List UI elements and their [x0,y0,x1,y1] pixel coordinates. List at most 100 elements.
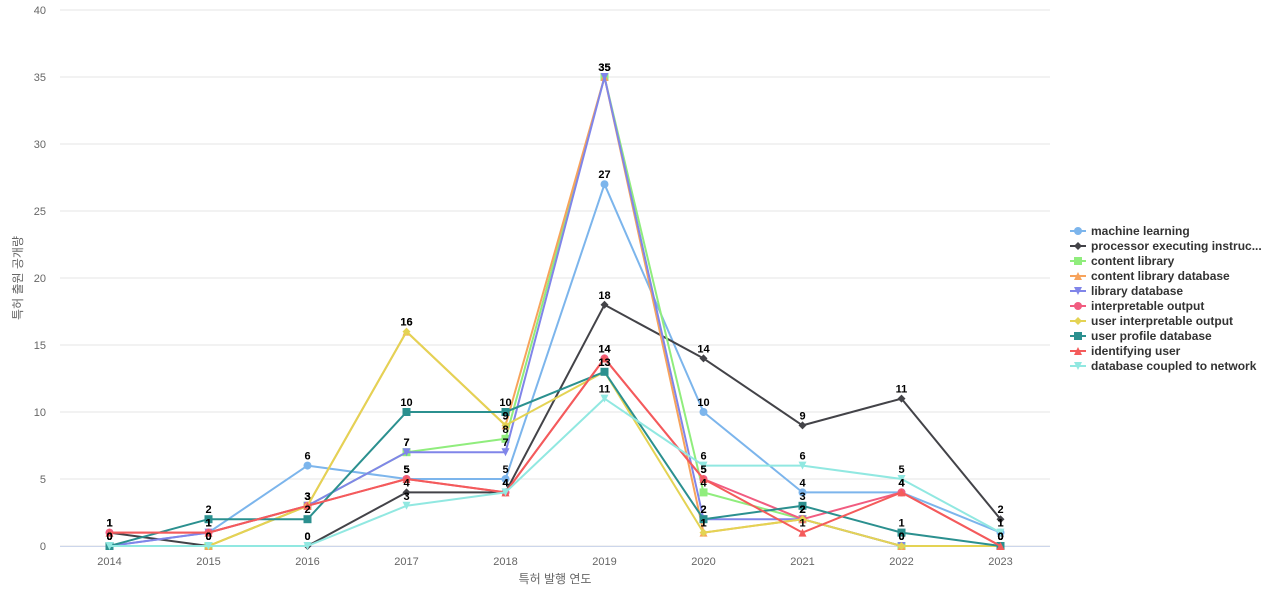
data-label-content-library: 0 [205,531,211,543]
y-tick-label: 5 [40,474,46,486]
data-point-library-database[interactable] [501,448,510,457]
data-label-library-database: 7 [502,437,508,449]
data-point-processor-executing-instructions[interactable] [600,300,609,309]
x-tick-label: 2016 [295,556,319,568]
data-point-user-interpretable-output[interactable] [501,421,510,430]
legend-swatch-marker[interactable] [1074,317,1082,325]
data-point-content-library[interactable] [501,434,510,443]
data-point-user-profile-database[interactable] [303,515,312,524]
data-point-database-coupled-to-network[interactable] [402,501,411,510]
data-label-user-interpretable-output: 9 [502,410,508,422]
legend-swatch-marker[interactable] [1074,287,1082,295]
legend-label: machine learning [1091,224,1190,238]
data-label-database-coupled-to-network: 6 [700,451,706,463]
x-tick-label: 2020 [691,556,715,568]
series-line-identifying-user[interactable] [108,357,1002,547]
data-label-identifying-user: 1 [205,518,211,530]
data-label-machine-learning: 6 [304,451,310,463]
data-label-content-library-database: 0 [205,531,211,543]
data-point-machine-learning[interactable] [303,461,312,470]
series-line-interpretable-output[interactable] [108,357,1002,547]
data-point-user-profile-database[interactable] [402,408,411,416]
data-point-machine-learning[interactable] [501,475,510,483]
data-point-identifying-user[interactable] [402,475,411,483]
data-label-content-library: 7 [403,437,409,449]
data-point-identifying-user[interactable] [798,528,807,537]
data-point-content-library[interactable] [699,488,708,497]
y-tick-label: 30 [34,139,46,151]
data-point-user-interpretable-output[interactable] [699,528,708,537]
data-point-processor-executing-instructions[interactable] [996,515,1005,524]
data-point-database-coupled-to-network[interactable] [600,394,609,403]
data-point-user-profile-database[interactable] [897,528,906,537]
data-point-identifying-user[interactable] [996,542,1005,550]
data-point-library-database[interactable] [600,73,609,81]
series-line-content-library-database[interactable] [108,76,1002,547]
data-point-database-coupled-to-network[interactable] [699,461,708,470]
data-point-identifying-user[interactable] [303,501,312,510]
legend-swatch-marker[interactable] [1074,362,1082,370]
data-point-processor-executing-instructions[interactable] [402,488,411,497]
series-line-machine-learning[interactable] [108,183,1002,547]
data-point-identifying-user[interactable] [600,354,609,363]
data-point-database-coupled-to-network[interactable] [204,542,213,550]
data-label-processor-executing-instructions: 14 [697,343,710,355]
data-point-database-coupled-to-network[interactable] [303,542,312,550]
data-label-interpretable-output: 1 [106,518,112,530]
legend-swatch-marker[interactable] [1074,272,1082,280]
legend-item-user-profile-database[interactable]: user profile database [1070,329,1212,343]
data-label-interpretable-output: 2 [799,504,805,516]
data-point-database-coupled-to-network[interactable] [996,528,1005,537]
legend-item-user-interpretable-output[interactable]: user interpretable output [1070,314,1233,328]
x-tick-label: 2014 [97,556,121,568]
data-point-identifying-user[interactable] [897,488,906,497]
data-point-user-profile-database[interactable] [501,408,510,416]
data-point-database-coupled-to-network[interactable] [897,475,906,483]
legend-swatch-marker[interactable] [1074,242,1082,250]
data-point-database-coupled-to-network[interactable] [501,488,510,497]
data-label-identifying-user: 5 [700,464,706,476]
series-line-user-interpretable-output[interactable] [108,330,1002,547]
data-point-user-interpretable-output[interactable] [897,542,906,550]
legend-swatch-marker[interactable] [1074,257,1082,265]
legend-item-processor-executing-instructions[interactable]: processor executing instruc... [1070,239,1262,253]
data-point-identifying-user[interactable] [699,475,708,483]
legend-swatch-marker[interactable] [1074,227,1082,235]
series-line-content-library[interactable] [108,76,1002,547]
data-point-machine-learning[interactable] [600,180,609,189]
data-point-machine-learning[interactable] [798,488,807,497]
legend-item-identifying-user[interactable]: identifying user [1070,344,1181,358]
series-line-library-database[interactable] [108,76,1002,547]
data-point-user-profile-database[interactable] [204,515,213,524]
data-point-database-coupled-to-network[interactable] [798,461,807,470]
data-point-user-interpretable-output[interactable] [798,515,807,524]
legend-item-content-library-database[interactable]: content library database [1070,269,1230,283]
x-tick-label: 2018 [493,556,517,568]
data-point-machine-learning[interactable] [699,408,708,416]
data-point-database-coupled-to-network[interactable] [105,542,114,550]
legend-item-machine-learning[interactable]: machine learning [1070,224,1190,238]
data-point-library-database[interactable] [402,448,411,457]
data-point-user-profile-database[interactable] [798,501,807,510]
data-point-user-profile-database[interactable] [699,515,708,524]
legend-item-interpretable-output[interactable]: interpretable output [1070,299,1204,313]
data-label-content-library: 4 [700,477,707,489]
series-line-database-coupled-to-network[interactable] [108,397,1002,547]
gridlines [60,9,1050,547]
legend-swatch-marker[interactable] [1074,332,1082,340]
data-point-processor-executing-instructions[interactable] [798,421,807,430]
legend-item-database-coupled-to-network[interactable]: database coupled to network [1070,359,1257,373]
legend-item-content-library[interactable]: content library [1070,254,1175,268]
data-point-user-interpretable-output[interactable] [402,327,411,336]
data-point-processor-executing-instructions[interactable] [699,354,708,363]
legend-swatch-marker[interactable] [1074,347,1082,355]
legend-swatch-marker[interactable] [1074,302,1082,310]
x-axis-title: 특허 발행 연도 [519,571,592,586]
data-point-identifying-user[interactable] [204,528,213,537]
data-point-processor-executing-instructions[interactable] [897,394,906,403]
data-point-identifying-user[interactable] [105,528,114,537]
legend-item-library-database[interactable]: library database [1070,284,1183,298]
data-label-content-library-database: 2 [799,504,805,516]
data-point-user-profile-database[interactable] [600,367,609,376]
